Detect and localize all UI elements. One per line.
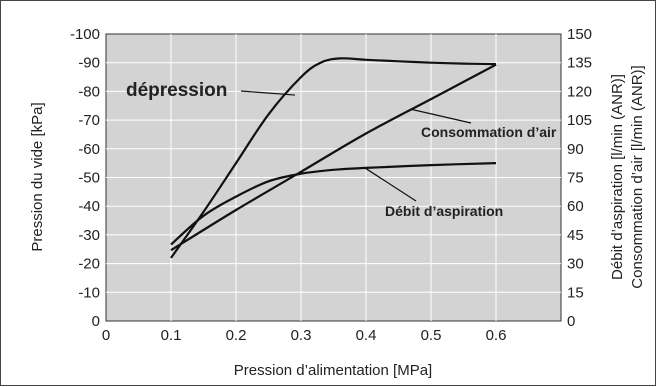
y-right-tick-label: 15 <box>567 284 584 301</box>
y-right-tick-label: 105 <box>567 112 592 129</box>
annotation-air-consumption: Consommation d’air <box>421 124 557 140</box>
y-right-tick-label: 150 <box>567 26 592 43</box>
x-tick-label: 0.1 <box>161 327 182 344</box>
y-left-axis-label: Pression du vide [kPa] <box>29 102 46 251</box>
y-left-tick-label: -50 <box>78 170 100 187</box>
depression-curve <box>170 57 497 259</box>
y-right-tick-label: 45 <box>567 227 584 244</box>
annotation-depression: dépression <box>126 80 227 101</box>
y-left-tick-label: -100 <box>70 26 100 43</box>
y-right-tick-label: 75 <box>567 170 584 187</box>
y-left-tick-label: -90 <box>78 55 100 72</box>
x-tick-label: 0.4 <box>356 327 377 344</box>
y-right-tick-label: 30 <box>567 256 584 273</box>
suction-flow-curve <box>170 162 497 246</box>
y-left-tick-label: -20 <box>78 256 100 273</box>
y-left-tick-label: -80 <box>78 83 100 100</box>
y-left-tick-label: 0 <box>92 313 100 330</box>
annotation-leaders <box>240 90 472 202</box>
y-left-tick-label: -70 <box>78 112 100 129</box>
air-consumption-line <box>170 63 497 252</box>
y-left-tick-label: -30 <box>78 227 100 244</box>
x-tick-label: 0.5 <box>421 327 442 344</box>
y-right-axis-label-2: Consommation d’air [l/min (ANR)] <box>629 65 646 288</box>
y-right-tick-label: 135 <box>567 55 592 72</box>
y-right-tick-label: 90 <box>567 141 584 158</box>
x-axis-label: Pression d’alimentation [MPa] <box>234 362 432 379</box>
y-right-tick-label: 120 <box>567 83 592 100</box>
x-tick-label: 0.3 <box>291 327 312 344</box>
series-group <box>170 57 497 259</box>
x-tick-label: 0 <box>102 327 110 344</box>
y-left-tick-label: -10 <box>78 284 100 301</box>
x-tick-labels: 0 0.1 0.2 0.3 0.4 0.5 0.6 <box>102 327 507 344</box>
x-tick-label: 0.2 <box>226 327 247 344</box>
y-right-tick-label: 60 <box>567 198 584 215</box>
y-right-tick-label: 0 <box>567 313 575 330</box>
annotation-suction-flow: Débit d’aspiration <box>385 203 503 219</box>
y-left-tick-label: -60 <box>78 141 100 158</box>
leader-suction-flow <box>365 167 417 202</box>
y-left-tick-labels: 0 -10 -20 -30 -40 -50 -60 -70 -80 -90 -100 <box>70 26 100 330</box>
x-tick-label: 0.6 <box>486 327 507 344</box>
leader-air-consumption <box>411 108 472 124</box>
leader-depression <box>240 90 296 96</box>
y-right-tick-labels: 0 15 30 45 60 75 90 105 120 135 150 <box>567 26 592 330</box>
y-right-axis-label-1: Débit d’aspiration [l/min (ANR)] <box>609 74 626 280</box>
y-left-tick-label: -40 <box>78 198 100 215</box>
